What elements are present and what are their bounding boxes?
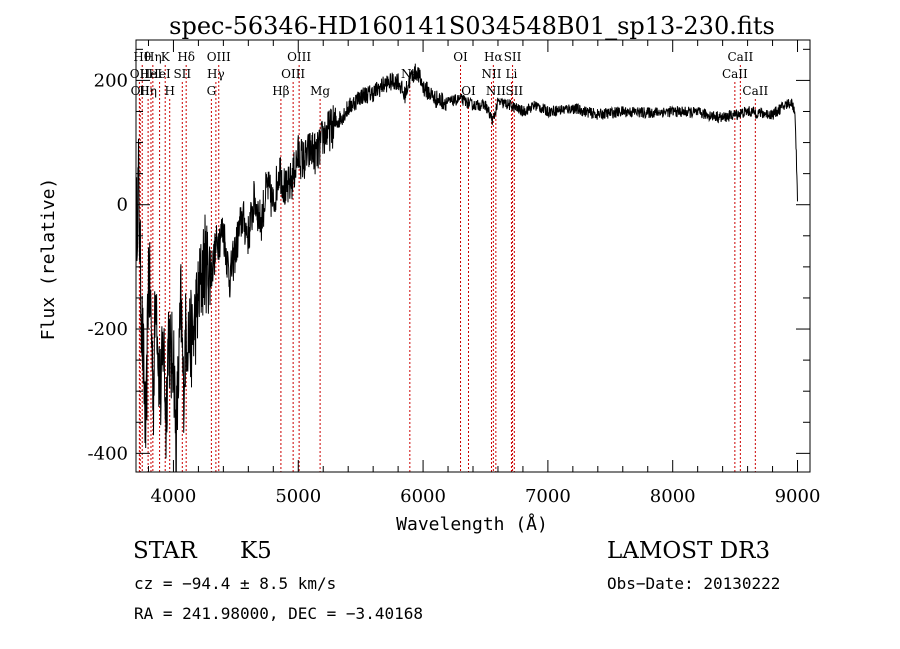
object-class: STAR <box>133 538 197 564</box>
line-label: Hα <box>484 50 503 64</box>
y-tick-label: 200 <box>94 70 128 91</box>
x-axis-label: Wavelength (Å) <box>396 513 548 535</box>
line-label: CaII <box>742 84 768 98</box>
line-label: OII <box>130 67 150 81</box>
line-label: OIII <box>207 50 231 64</box>
line-label: Hδ <box>177 50 195 64</box>
line-label: SII <box>504 50 522 64</box>
line-label: SII <box>173 67 191 81</box>
x-axis: 4000 5000 6000 7000 8000 9000 <box>147 40 821 507</box>
observation-date: Obs−Date: 20130222 <box>607 574 781 593</box>
x-tick-label: 5000 <box>275 486 321 507</box>
line-label: Hβ <box>272 84 289 98</box>
line-label: CaII <box>727 50 753 64</box>
y-axis: -400 -200 0 200 <box>88 48 810 464</box>
line-label: NII <box>486 84 506 98</box>
line-label: Mg <box>310 84 330 98</box>
y-tick-label: 0 <box>117 195 128 216</box>
line-label: G <box>207 84 217 98</box>
line-label: Hγ <box>207 67 225 81</box>
spectral-line-labels: OIIOIIHθHηHeIHηHeIKHSIIHδGHγOIIIHβOIIIOI… <box>130 50 769 98</box>
line-label: OI <box>461 84 476 98</box>
spectral-line-markers <box>138 65 756 472</box>
line-label: HeI <box>148 67 171 81</box>
y-tick-label: -400 <box>88 443 128 464</box>
line-label: SII <box>505 84 523 98</box>
y-tick-label: -200 <box>88 319 128 340</box>
chart-title: spec-56346-HD160141S034548B01_sp13-230.f… <box>169 12 775 40</box>
line-label: K <box>161 50 171 64</box>
x-tick-label: 8000 <box>650 486 696 507</box>
spectrum-line <box>135 63 798 473</box>
redshift-velocity: cz = −94.4 ± 8.5 km/s <box>134 574 337 593</box>
survey-name: LAMOST DR3 <box>607 538 771 564</box>
x-tick-label: 9000 <box>775 486 821 507</box>
line-label: OII <box>131 84 151 98</box>
x-tick-label: 7000 <box>525 486 571 507</box>
x-tick-label: 4000 <box>151 486 197 507</box>
y-axis-label: Flux (relative) <box>38 178 59 341</box>
line-label: OI <box>453 50 468 64</box>
x-tick-label: 6000 <box>400 486 446 507</box>
line-label: OIII <box>287 50 311 64</box>
line-label: Hη <box>139 84 157 98</box>
line-label: CaII <box>722 67 748 81</box>
line-label: H <box>164 84 174 98</box>
line-label: HeI <box>140 67 163 81</box>
line-label: Li <box>506 67 518 81</box>
line-label: NII <box>481 67 501 81</box>
object-subclass: K5 <box>240 538 272 564</box>
line-label: Hη <box>144 50 162 64</box>
line-label: Hθ <box>133 50 151 64</box>
line-label: OIII <box>281 67 305 81</box>
coordinates: RA = 241.98000, DEC = −3.40168 <box>134 604 423 623</box>
